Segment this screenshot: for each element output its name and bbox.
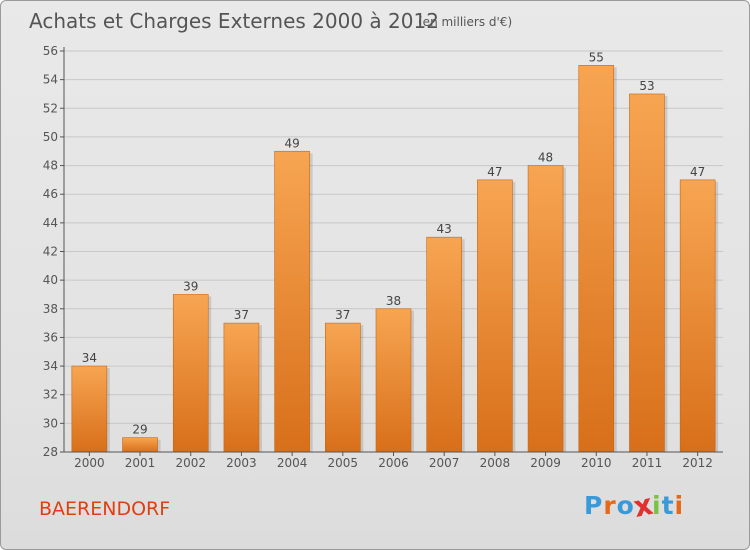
logo-letter: o <box>616 491 635 520</box>
value-label: 34 <box>82 351 97 365</box>
y-tick-label: 54 <box>43 73 58 87</box>
logo-letter: r <box>603 491 617 520</box>
x-tick-label: 2011 <box>632 456 663 470</box>
x-tick-label: 2008 <box>480 456 511 470</box>
y-tick-label: 28 <box>43 445 58 459</box>
value-label: 38 <box>386 294 401 308</box>
value-label: 53 <box>639 79 654 93</box>
value-label: 49 <box>284 136 299 150</box>
value-label: 37 <box>234 308 249 322</box>
y-tick-label: 34 <box>43 359 58 373</box>
labels: 34 29 39 37 49 37 38 43 47 48 55 53 47 <box>82 50 706 436</box>
y-tick-label: 32 <box>43 388 58 402</box>
proxiti-logo[interactable]: Proxiti <box>584 487 685 524</box>
commune-name: BAERENDORF <box>39 498 171 520</box>
bar-2004 <box>274 150 310 453</box>
bar-2007 <box>426 236 462 453</box>
bar-2009 <box>527 165 564 453</box>
x-tick-label: 2003 <box>226 456 257 470</box>
value-label: 37 <box>335 308 350 322</box>
value-label: 29 <box>132 423 147 437</box>
value-label: 47 <box>487 165 502 179</box>
bar-2010 <box>578 65 615 453</box>
axes: 28 30 32 34 36 38 40 42 44 46 48 50 52 54 56 2000 2001 20… <box>43 44 723 470</box>
y-tick-label: 36 <box>43 330 58 344</box>
bar-2008 <box>477 179 513 453</box>
bars <box>71 65 719 453</box>
value-label: 39 <box>183 279 198 293</box>
y-tick-label: 30 <box>43 416 58 430</box>
bar-2001 <box>122 437 158 453</box>
y-tick-label: 52 <box>43 101 58 115</box>
chart-title: Achats et Charges Externes 2000 à 2012 <box>29 9 439 33</box>
x-tick-label: 2009 <box>530 456 561 470</box>
value-label: 43 <box>437 222 452 236</box>
bar-2011 <box>629 93 665 453</box>
y-tick-label: 42 <box>43 245 58 259</box>
y-tick-label: 56 <box>43 44 58 58</box>
bar-2003 <box>223 322 260 453</box>
x-tick-label: 2000 <box>74 456 105 470</box>
y-tick-label: 46 <box>43 187 58 201</box>
y-tick-label: 50 <box>43 130 58 144</box>
x-tick-label: 2006 <box>378 456 409 470</box>
logo-letter: P <box>584 491 604 520</box>
value-label: 47 <box>690 165 705 179</box>
y-tick-label: 48 <box>43 159 58 173</box>
x-tick-label: 2007 <box>429 456 460 470</box>
x-tick-label: 2005 <box>328 456 359 470</box>
y-tick-label: 38 <box>43 302 58 316</box>
logo-letter: t <box>661 491 675 520</box>
bar-2006 <box>375 308 412 453</box>
bar-2000 <box>71 365 108 453</box>
y-tick-label: 40 <box>43 273 58 287</box>
x-tick-label: 2002 <box>175 456 206 470</box>
chart-unit: (en milliers d'€) <box>418 15 513 29</box>
value-label: 55 <box>589 50 604 64</box>
bar-2002 <box>172 294 209 453</box>
logo-letter: i <box>674 491 685 520</box>
x-tick-label: 2004 <box>277 456 308 470</box>
x-tick-label: 2010 <box>581 456 612 470</box>
logo-letter: i <box>652 491 662 520</box>
bar-2012 <box>679 179 716 453</box>
y-tick-label: 44 <box>43 216 58 230</box>
x-tick-label: 2001 <box>125 456 156 470</box>
value-label: 48 <box>538 151 553 165</box>
bar-2005 <box>325 322 361 453</box>
x-tick-label: 2012 <box>682 456 713 470</box>
